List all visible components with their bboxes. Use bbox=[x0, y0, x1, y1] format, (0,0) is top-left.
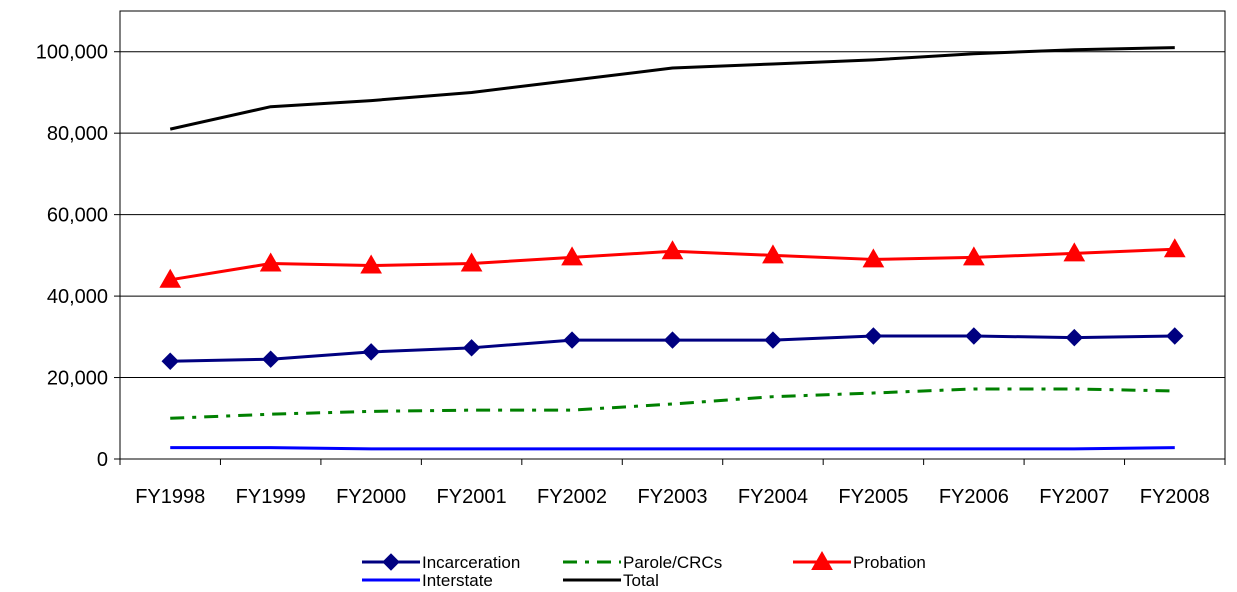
data-point-probation bbox=[159, 268, 182, 288]
legend-label: Interstate bbox=[422, 571, 493, 590]
data-point-incarceration bbox=[161, 352, 179, 370]
legend-label: Parole/CRCs bbox=[623, 553, 722, 572]
series bbox=[159, 46, 1186, 451]
legend-item-total: Total bbox=[563, 571, 659, 590]
gridlines bbox=[120, 51, 1225, 379]
data-point-probation bbox=[963, 246, 985, 266]
legend-item-parole-crcs: Parole/CRCs bbox=[563, 553, 722, 572]
y-tick-label: 20,000 bbox=[47, 368, 108, 390]
x-tick-label: FY2004 bbox=[738, 486, 808, 508]
legend-label: Incarceration bbox=[422, 553, 520, 572]
legend-marker-incarceration bbox=[382, 553, 400, 571]
series-line-total bbox=[169, 46, 1175, 131]
data-point-incarceration bbox=[864, 327, 883, 345]
series-interstate bbox=[170, 446, 1175, 451]
data-point-probation bbox=[360, 254, 382, 274]
x-tick-label: FY1998 bbox=[135, 486, 205, 508]
data-point-incarceration bbox=[563, 331, 581, 349]
x-tick-label: FY2000 bbox=[336, 486, 406, 508]
y-tick-label: 40,000 bbox=[47, 286, 108, 308]
data-point-probation bbox=[1063, 242, 1086, 262]
legend-label: Probation bbox=[853, 553, 926, 572]
y-tick-label: 100,000 bbox=[36, 42, 108, 64]
series-line-interstate bbox=[170, 446, 1175, 451]
legend: Incarceration Parole/CRCs Probation Interst… bbox=[362, 550, 926, 590]
x-axis-ticks: FY1998 FY1999 FY2000 FY2001 FY2002 FY2003 FY20… bbox=[119, 459, 1226, 508]
data-point-incarceration bbox=[965, 327, 983, 345]
x-tick-label: FY2005 bbox=[838, 486, 908, 508]
data-point-probation bbox=[460, 252, 483, 272]
data-point-incarceration bbox=[1166, 327, 1184, 345]
x-tick-label: FY1999 bbox=[236, 486, 306, 508]
legend-label: Total bbox=[623, 571, 659, 590]
data-point-probation bbox=[862, 248, 885, 268]
y-tick-label: 60,000 bbox=[47, 205, 108, 227]
series-incarceration bbox=[161, 327, 1184, 370]
series-line-parole-crcs bbox=[170, 387, 1175, 420]
y-axis-ticks: 0 20,000 40,000 60,000 80,000 100,000 bbox=[36, 42, 120, 471]
x-tick-label: FY2008 bbox=[1140, 486, 1210, 508]
x-tick-label: FY2007 bbox=[1039, 486, 1109, 508]
y-tick-label: 80,000 bbox=[47, 123, 108, 145]
data-point-probation bbox=[1163, 238, 1186, 258]
data-point-incarceration bbox=[362, 343, 380, 361]
data-point-probation bbox=[661, 240, 684, 260]
x-tick-label: FY2001 bbox=[437, 486, 507, 508]
legend-item-interstate: Interstate bbox=[362, 571, 493, 590]
data-point-probation bbox=[259, 252, 282, 272]
x-tick-label: FY2002 bbox=[537, 486, 607, 508]
x-tick-label: FY2003 bbox=[637, 486, 707, 508]
legend-marker-probation bbox=[811, 550, 833, 570]
series-total bbox=[169, 46, 1175, 131]
data-point-incarceration bbox=[1065, 328, 1084, 347]
data-point-probation bbox=[762, 244, 784, 264]
data-point-incarceration bbox=[261, 350, 280, 368]
plot-area bbox=[119, 10, 1226, 460]
series-parole-crcs bbox=[170, 387, 1175, 420]
legend-item-probation: Probation bbox=[793, 550, 926, 572]
y-tick-label: 0 bbox=[97, 449, 108, 471]
data-point-incarceration bbox=[764, 331, 782, 349]
data-point-incarceration bbox=[462, 339, 481, 357]
data-point-probation bbox=[561, 246, 583, 266]
data-point-incarceration bbox=[663, 331, 682, 349]
x-tick-label: FY2006 bbox=[939, 486, 1009, 508]
legend-item-incarceration: Incarceration bbox=[362, 553, 520, 572]
series-probation bbox=[159, 238, 1186, 288]
